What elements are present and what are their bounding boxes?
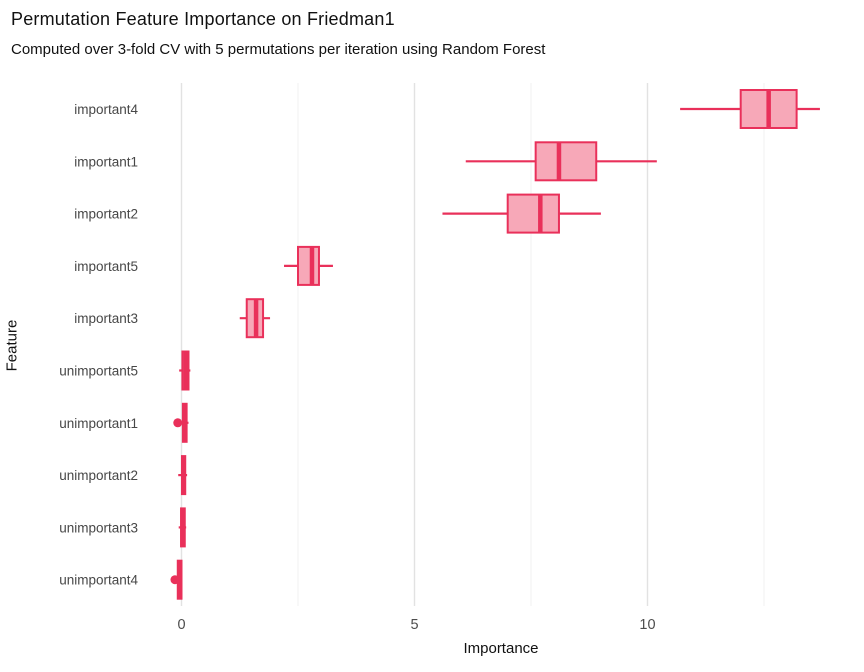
y-tick-label: important1 [74, 154, 138, 169]
x-tick-label: 5 [410, 617, 418, 633]
boxplot-box [534, 141, 598, 182]
boxplot-box [506, 193, 560, 234]
y-tick-label: unimportant4 [59, 573, 138, 588]
chart-subtitle: Computed over 3-fold CV with 5 permutati… [11, 41, 546, 58]
boxplot-outlier-point [170, 575, 180, 585]
x-tick-label: 0 [177, 617, 185, 633]
y-tick-label: unimportant5 [59, 364, 138, 379]
y-tick-label: important3 [74, 311, 138, 326]
y-tick-label: important5 [74, 259, 138, 274]
y-tick-label: important2 [74, 207, 138, 222]
y-tick-label: unimportant2 [59, 468, 138, 483]
y-tick-label: unimportant3 [59, 520, 138, 535]
chart-title: Permutation Feature Importance on Friedm… [11, 9, 395, 29]
y-axis-title: Feature [3, 319, 21, 372]
boxplot-box [297, 245, 320, 286]
boxplot-outlier-point [173, 418, 183, 428]
x-tick-label: 10 [639, 617, 655, 633]
y-tick-label: unimportant1 [59, 416, 138, 431]
y-tick-label: important4 [74, 102, 138, 117]
x-axis-title: Importance [463, 640, 539, 657]
